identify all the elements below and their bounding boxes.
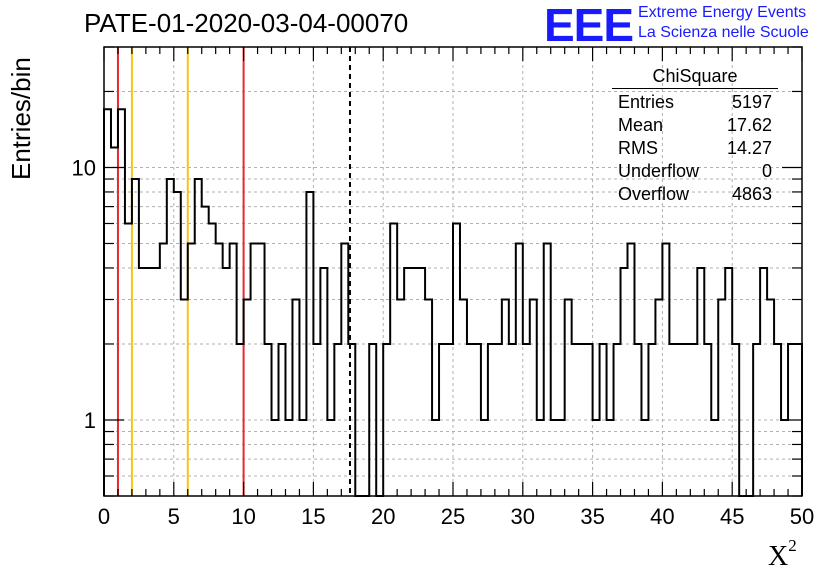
y-tick-label: 1 xyxy=(84,408,96,433)
x-tick-label: 15 xyxy=(301,504,325,529)
stats-label: Overflow xyxy=(618,184,690,204)
page-title: PATE-01-2020-03-04-00070 xyxy=(84,8,409,38)
x-tick-label: 35 xyxy=(580,504,604,529)
x-tick-label: 20 xyxy=(371,504,395,529)
x-axis-label-exponent: 2 xyxy=(788,536,797,555)
tick-labels: 0 5 10 15 20 25 30 35 40 45 50 1 10 xyxy=(72,155,815,529)
x-tick-label: 25 xyxy=(441,504,465,529)
stats-row: Underflow 0 xyxy=(612,160,778,183)
x-tick-label: 30 xyxy=(511,504,535,529)
stats-label: RMS xyxy=(618,138,658,158)
x-axis-label-base: X xyxy=(768,541,789,572)
stats-row: Overflow 4863 xyxy=(612,183,778,206)
x-tick-label: 5 xyxy=(168,504,180,529)
stats-value: 14.27 xyxy=(726,138,772,158)
marker-lines xyxy=(116,47,351,496)
y-axis-label: Entries/bin xyxy=(6,57,36,180)
stats-box: ChiSquare Entries 5197 Mean 17.62 RMS 14.27… xyxy=(612,66,778,206)
eee-logo: EEE xyxy=(544,0,634,51)
logo-line-1: Extreme Energy Events xyxy=(638,4,807,21)
logo-line-2: La Scienza nelle Scuole xyxy=(638,24,809,41)
stats-label: Entries xyxy=(618,92,675,112)
histogram-series xyxy=(103,108,803,497)
stats-title: ChiSquare xyxy=(612,66,778,89)
x-tick-label: 45 xyxy=(720,504,744,529)
x-tick-label: 40 xyxy=(650,504,674,529)
stats-row: RMS 14.27 xyxy=(612,137,778,160)
stats-value: 0 xyxy=(761,161,772,181)
x-tick-label: 10 xyxy=(231,504,255,529)
x-tick-label: 50 xyxy=(790,504,814,529)
stats-label: Underflow xyxy=(618,161,700,181)
stats-row: Mean 17.62 xyxy=(612,114,778,137)
y-tick-label: 10 xyxy=(72,155,96,180)
stats-value: 17.62 xyxy=(726,115,772,135)
stats-value: 4863 xyxy=(731,184,772,204)
x-axis-label: X2 xyxy=(768,536,797,573)
axis-ticks xyxy=(103,46,803,497)
stats-label: Mean xyxy=(618,115,664,135)
stats-row: Entries 5197 xyxy=(612,91,778,114)
stats-value: 5197 xyxy=(731,92,772,112)
x-tick-label: 0 xyxy=(98,504,110,529)
